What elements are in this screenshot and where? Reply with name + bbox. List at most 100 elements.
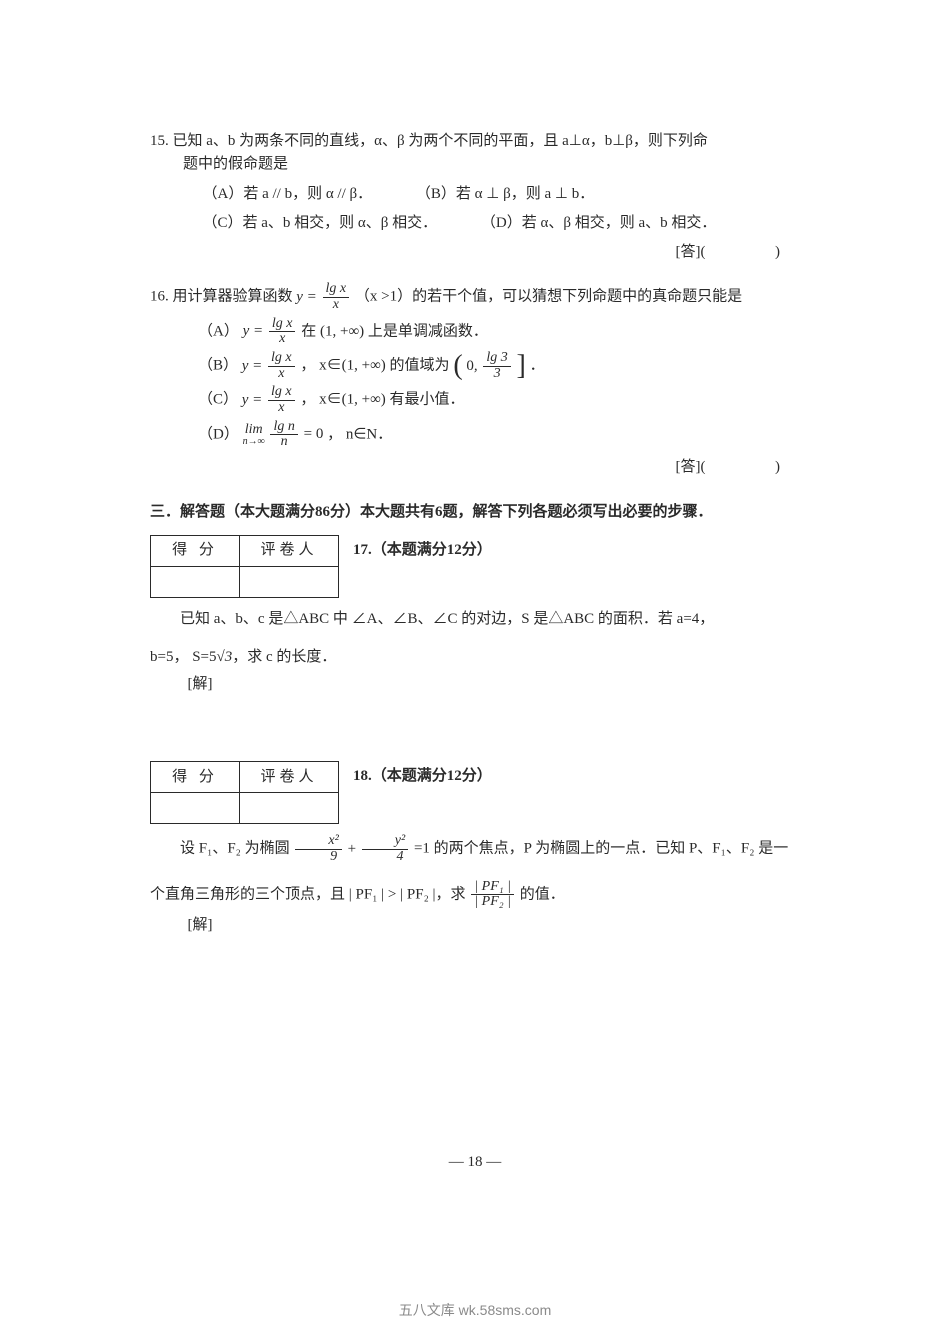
frac-den: x xyxy=(269,332,296,347)
table-row: 得 分 评卷人 xyxy=(151,762,339,793)
q18-header-row: 得 分 评卷人 18.（本题满分12分） xyxy=(150,761,820,824)
question-15: 15. 已知 a、b 为两条不同的直线，α、β 为两个不同的平面，且 a⊥α，b… xyxy=(150,130,820,264)
frac-num: lg x xyxy=(268,351,295,367)
q16-stem-mid: （x >1）的若干个值，可以猜想下列命题中的真命题只能是 xyxy=(355,289,742,305)
q16-b-end: ． xyxy=(530,358,545,374)
exam-page: 15. 已知 a、b 为两条不同的直线，α、β 为两个不同的平面，且 a⊥α，b… xyxy=(0,0,950,1344)
q16-b-range: 0, lg 33 xyxy=(466,358,516,374)
section-3-heading: 三．解答题（本大题满分86分）本大题共有6题，解答下列各题必须写出必要的步骤． xyxy=(150,501,820,524)
score-table: 得 分 评卷人 xyxy=(150,761,339,824)
q15-stem-line1: 15. 已知 a、b 为两条不同的直线，α、β 为两个不同的平面，且 a⊥α，b… xyxy=(150,130,820,153)
q18-body2-pre: 个直角三角形的三个顶点，且 | PF₁ | > | PF₂ |，求 xyxy=(150,886,469,902)
frac-num: lg x xyxy=(323,282,350,298)
lim-text: lim xyxy=(243,423,265,437)
zero: 0 xyxy=(466,358,474,374)
q15-number: 15. xyxy=(150,133,169,149)
q18-ratio-formula: | PF₁ || PF₂ | xyxy=(469,886,519,902)
q15-choices-row1: （A）若 a // b，则 α // β． （B）若 α ⊥ β，则 a ⊥ b… xyxy=(150,183,820,206)
q15-choice-a: （A）若 a // b，则 α // β． xyxy=(203,183,373,206)
footer-text: 五八文库 wk.58sms.com xyxy=(0,1300,950,1322)
frac-den: | PF₂ | xyxy=(471,895,514,910)
frac-den: 9 xyxy=(295,850,341,865)
frac-den: 3 xyxy=(483,367,510,382)
grader-cell xyxy=(240,566,339,597)
frac-den: x xyxy=(268,401,295,416)
q16-choice-d: （D） lim n→∞ lg nn = 0 ， n∈N． xyxy=(150,420,820,450)
q18-body2-post: 的值． xyxy=(520,886,565,902)
frac-num: lg x xyxy=(268,385,295,401)
q16-choice-c: （C） y = lg xx ， x∈(1, +∞) 有最小值． xyxy=(150,385,820,415)
y-eq: y = xyxy=(296,289,317,305)
score-header: 得 分 xyxy=(151,535,240,566)
q18-body2: 个直角三角形的三个顶点，且 | PF₁ | > | PF₂ |，求 | PF₁ … xyxy=(150,880,820,910)
q17-body2: b=5， S=5√3，求 c 的长度． xyxy=(150,646,820,669)
frac-num: | PF₁ | xyxy=(471,880,514,896)
y-eq: y = xyxy=(242,392,263,408)
grader-header: 评卷人 xyxy=(240,762,339,793)
q18-ellipse-formula: x²9 + y²4 xyxy=(293,841,414,857)
grader-cell xyxy=(240,793,339,824)
q16-a-post: 在 (1, +∞) 上是单调减函数． xyxy=(301,323,488,339)
q17-body2-post: ，求 c 的长度． xyxy=(232,649,336,665)
q16-d-formula: lim n→∞ lg nn = 0 xyxy=(243,426,328,442)
plus: + xyxy=(348,841,356,857)
frac-num: y² xyxy=(362,834,408,850)
frac-num: lg 3 xyxy=(483,351,510,367)
q15-answer-paren: ) xyxy=(773,244,780,260)
score-table: 得 分 评卷人 xyxy=(150,535,339,598)
q16-b-pre: （B） xyxy=(198,358,238,374)
q16-answer-paren: ) xyxy=(773,459,780,475)
q15-choice-c: （C）若 a、b 相交，则 α、β 相交． xyxy=(203,212,438,235)
frac-den: x xyxy=(323,298,350,313)
q17-body2-pre: b=5， S=5 xyxy=(150,649,217,665)
q15-choice-d: （D）若 α、β 相交，则 a、b 相交． xyxy=(481,212,716,235)
frac-num: lg n xyxy=(270,420,297,436)
eq0: = 0 xyxy=(304,426,324,442)
q17-header-row: 得 分 评卷人 17.（本题满分12分） xyxy=(150,535,820,598)
score-cell xyxy=(151,566,240,597)
q16-c-post: ， x∈(1, +∞) 有最小值． xyxy=(300,392,464,408)
q15-choices-row2: （C）若 a、b 相交，则 α、β 相交． （D）若 α、β 相交，则 a、b … xyxy=(150,212,820,235)
q15-answer-row: [答]( ) xyxy=(150,241,820,264)
q16-a-pre: （A） xyxy=(198,323,239,339)
q16-b-mid: ， x∈(1, +∞) 的值域为 xyxy=(300,358,449,374)
q18-body1: 设 F₁、F₂ 为椭圆 x²9 + y²4 =1 的两个焦点，P 为椭圆上的一点… xyxy=(150,834,820,864)
q15-answer-label: [答]( xyxy=(676,244,706,260)
q18-body1-pre: 设 F₁、F₂ 为椭圆 xyxy=(180,841,293,857)
frac-num: lg x xyxy=(269,317,296,333)
q16-a-formula: y = lg xx xyxy=(243,323,302,339)
question-16: 16. 用计算器验算函数 y = lg xx （x >1）的若干个值，可以猜想下… xyxy=(150,282,820,479)
grader-header: 评卷人 xyxy=(240,535,339,566)
table-row xyxy=(151,566,339,597)
q16-stem: 16. 用计算器验算函数 y = lg xx （x >1）的若干个值，可以猜想下… xyxy=(150,282,820,312)
frac-den: 4 xyxy=(362,850,408,865)
q17-label: 17.（本题满分12分） xyxy=(353,535,492,562)
q16-answer-label: [答]( xyxy=(676,459,706,475)
q16-answer-row: [答]( ) xyxy=(150,456,820,479)
frac-num: x² xyxy=(295,834,341,850)
frac-den: x xyxy=(268,367,295,382)
y-eq: y = xyxy=(242,358,263,374)
q18-solve: [解] xyxy=(150,914,820,937)
q16-choice-a: （A） y = lg xx 在 (1, +∞) 上是单调减函数． xyxy=(150,317,820,347)
q16-c-formula: y = lg xx xyxy=(242,392,301,408)
lim-sub: n→∞ xyxy=(243,437,265,447)
q16-stem-pre: 用计算器验算函数 xyxy=(173,289,297,305)
y-eq: y = xyxy=(243,323,264,339)
limit-icon: lim n→∞ xyxy=(243,423,265,447)
left-bracket-icon: ( xyxy=(453,350,462,381)
q15-stem1: 已知 a、b 为两条不同的直线，α、β 为两个不同的平面，且 a⊥α，b⊥β，则… xyxy=(173,133,708,149)
q16-d-pre: （D） xyxy=(198,426,239,442)
q16-b-formula: y = lg xx xyxy=(242,358,301,374)
q16-number: 16. xyxy=(150,289,169,305)
table-row: 得 分 评卷人 xyxy=(151,535,339,566)
q15-stem-line2: 题中的假命题是 xyxy=(150,153,820,176)
frac-den: n xyxy=(270,435,297,450)
sqrt3: √3 xyxy=(217,649,233,665)
right-bracket-icon: ] xyxy=(517,350,526,381)
q17-solve: [解] xyxy=(150,673,820,696)
table-row xyxy=(151,793,339,824)
q16-d-post: ， n∈N． xyxy=(327,426,392,442)
q16-choice-b: （B） y = lg xx ， x∈(1, +∞) 的值域为 ( 0, lg 3… xyxy=(150,351,820,381)
q15-choice-b: （B）若 α ⊥ β，则 a ⊥ b． xyxy=(416,183,594,206)
